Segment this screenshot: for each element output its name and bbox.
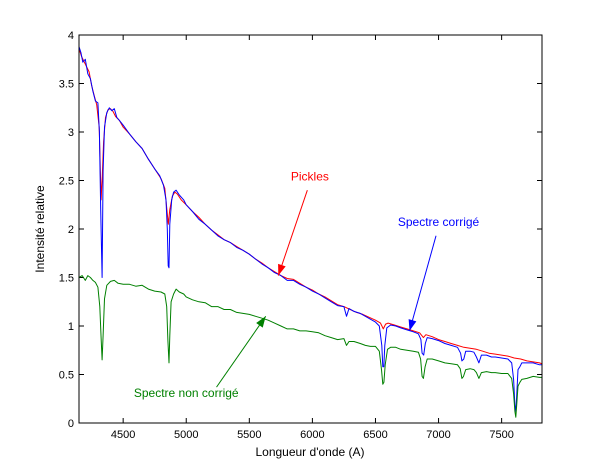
annotation-arrow-line bbox=[409, 235, 437, 331]
annotation-label: Spectre non corrigé bbox=[134, 386, 239, 400]
series-line-3 bbox=[79, 275, 542, 418]
annotation-arrow-head bbox=[278, 263, 286, 276]
annotations-layer: Pickles Spectre corrigé Spectre non corrig… bbox=[134, 170, 480, 400]
y-tick-label: 0.5 bbox=[59, 370, 74, 382]
series-line-2 bbox=[79, 46, 542, 412]
annotation-arrow-line bbox=[277, 190, 308, 276]
x-tick-label: 5500 bbox=[237, 429, 261, 441]
annotation-label: Spectre corrigé bbox=[398, 215, 480, 229]
annotation-arrow-head bbox=[256, 316, 266, 328]
y-tick-label: 3 bbox=[68, 127, 74, 139]
y-tick-label: 2.5 bbox=[59, 176, 74, 188]
y-tick-label: 3.5 bbox=[59, 79, 74, 91]
series-layer bbox=[79, 46, 542, 418]
y-axis-label: Intensité relative bbox=[33, 185, 47, 273]
annotation-arrow-head bbox=[408, 319, 417, 331]
y-tick-label: 1 bbox=[68, 321, 74, 333]
x-tick-label: 7500 bbox=[489, 429, 513, 441]
y-tick-label: 1.5 bbox=[59, 273, 74, 285]
x-tick-label: 6000 bbox=[300, 429, 324, 441]
x-tick-label: 7000 bbox=[426, 429, 450, 441]
y-tick-label: 4 bbox=[68, 30, 74, 42]
annotation-arrow-line bbox=[216, 316, 267, 388]
annotation-label: Pickles bbox=[291, 170, 329, 184]
y-tick-label: 2 bbox=[68, 224, 74, 236]
x-axis-label: Longueur d'onde (A) bbox=[255, 445, 364, 459]
x-tick-label: 5000 bbox=[174, 429, 198, 441]
ticks-layer: 4500 5000 5500 6000 6500 7000 7500 0 0.5 1 1.5 2 2.5… bbox=[59, 30, 542, 441]
plot-frame bbox=[78, 34, 543, 424]
x-tick-label: 4500 bbox=[111, 429, 135, 441]
plot-area bbox=[79, 35, 542, 423]
y-tick-label: 0 bbox=[68, 418, 74, 430]
x-tick-label: 6500 bbox=[363, 429, 387, 441]
